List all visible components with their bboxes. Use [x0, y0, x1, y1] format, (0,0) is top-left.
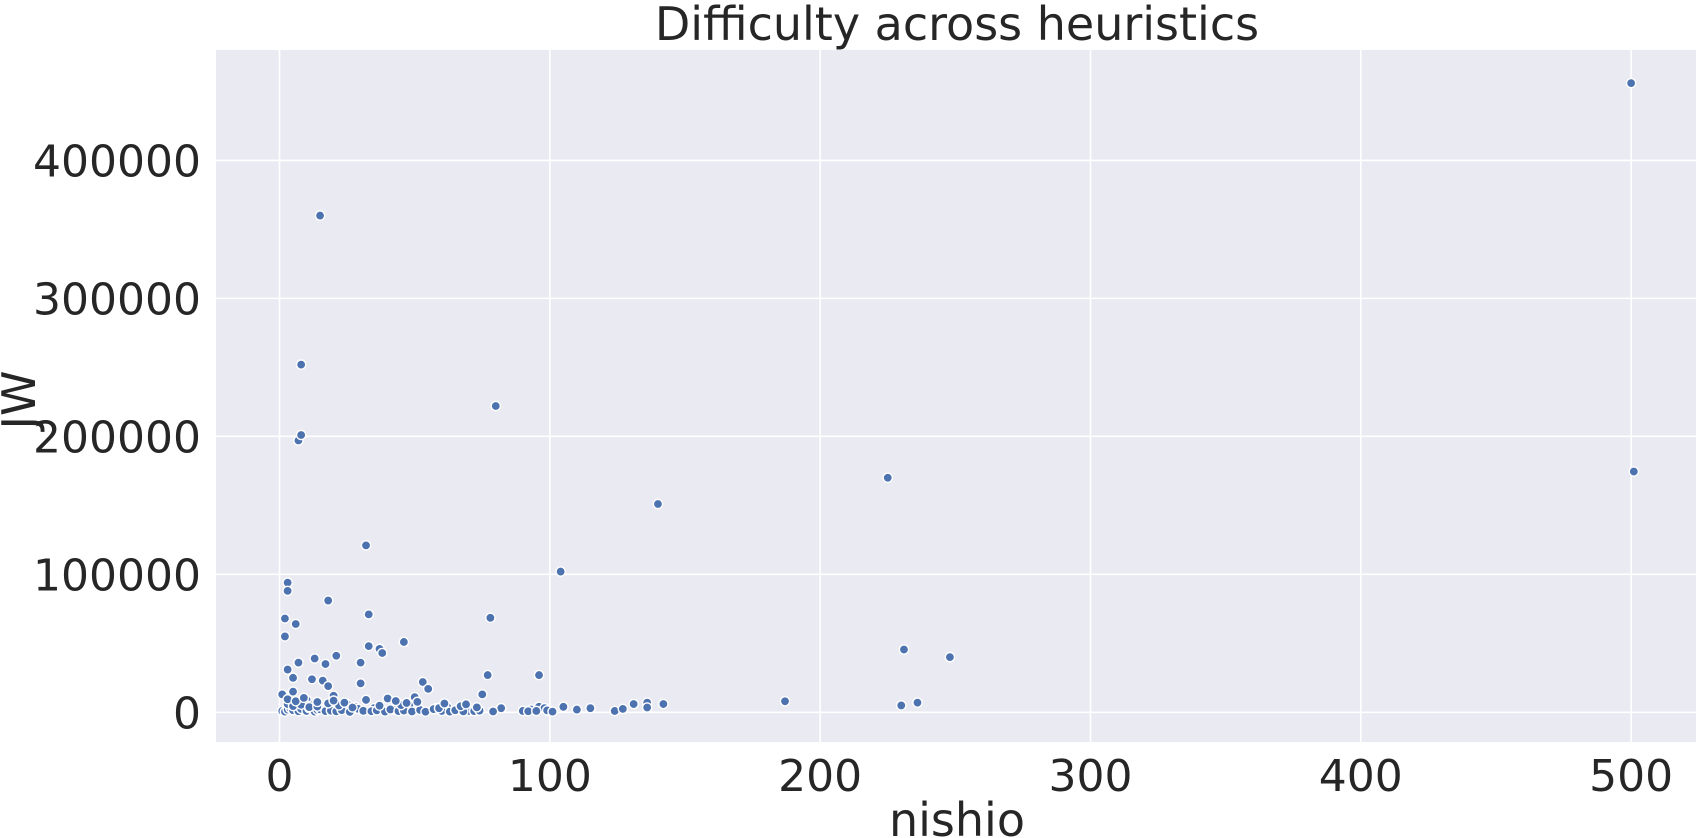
data-point [1628, 466, 1640, 477]
y-tick-label: 100000 [33, 550, 201, 601]
data-point [376, 647, 388, 659]
data-point [347, 702, 358, 713]
data-point [628, 698, 639, 710]
data-point [658, 698, 669, 710]
data-point [417, 676, 429, 688]
data-point [360, 540, 372, 551]
x-tick-label: 500 [1589, 751, 1673, 802]
data-point [363, 609, 375, 620]
y-tick-label: 200000 [33, 412, 201, 463]
x-axis-label: nishio [889, 793, 1025, 838]
x-tick-label: 200 [778, 751, 862, 802]
data-point [422, 683, 434, 695]
data-point [295, 359, 307, 370]
data-point [460, 699, 472, 710]
y-tick-labels: 0 100000 200000 300000 400000 [33, 136, 201, 739]
y-axis-label: JW [0, 370, 46, 432]
data-point [295, 429, 307, 441]
data-point [322, 680, 334, 692]
data-point [533, 669, 545, 681]
data-point [390, 695, 402, 707]
data-point [293, 657, 304, 668]
data-point [363, 640, 375, 652]
data-point [1625, 77, 1637, 89]
data-point [779, 695, 791, 707]
x-tick-label: 100 [508, 751, 592, 802]
data-point [298, 692, 310, 704]
data-point [882, 472, 894, 484]
data-point [309, 653, 320, 664]
data-point [282, 664, 293, 675]
data-point [322, 595, 334, 606]
data-point [339, 697, 350, 708]
data-point [290, 618, 302, 630]
data-point [355, 678, 366, 689]
data-point [571, 704, 583, 715]
x-tick-labels: 0 100 200 300 400 500 [266, 751, 1674, 802]
x-tick-label: 300 [1048, 751, 1132, 802]
data-point [306, 673, 318, 685]
data-point [279, 631, 291, 642]
data-point [898, 644, 910, 655]
data-point [279, 613, 291, 624]
data-point [312, 696, 323, 708]
data-point [287, 686, 299, 697]
y-tick-label: 400000 [33, 136, 201, 187]
data-point [555, 566, 566, 577]
x-tick-label: 0 [266, 751, 294, 802]
data-point [282, 585, 293, 597]
data-point [558, 701, 569, 713]
data-point [328, 695, 339, 706]
data-point [374, 700, 385, 712]
x-tick-label: 400 [1319, 751, 1403, 802]
data-point [398, 636, 410, 648]
data-point [652, 498, 664, 510]
data-point [531, 705, 542, 717]
data-point [401, 697, 412, 709]
data-point [490, 400, 502, 412]
data-point [476, 689, 488, 700]
data-point [487, 706, 499, 717]
data-point [641, 702, 653, 713]
data-point [482, 669, 493, 681]
data-point [320, 658, 331, 670]
data-point [585, 702, 596, 714]
y-tick-label: 300000 [33, 274, 201, 325]
data-points [276, 77, 1640, 718]
data-point [287, 672, 299, 684]
data-point [314, 210, 326, 221]
data-point [547, 706, 558, 717]
data-point [912, 697, 923, 708]
data-point [944, 651, 956, 663]
data-point [330, 650, 342, 662]
data-point [485, 612, 496, 624]
data-point [412, 696, 423, 708]
data-point [471, 702, 483, 713]
data-point [439, 698, 450, 709]
y-tick-label: 0 [173, 688, 201, 739]
plot-area [216, 50, 1696, 742]
data-point [895, 700, 907, 711]
data-point [360, 694, 372, 706]
data-point [617, 703, 629, 715]
data-point [355, 657, 366, 668]
chart-title: Difficulty across heuristics [655, 0, 1259, 51]
